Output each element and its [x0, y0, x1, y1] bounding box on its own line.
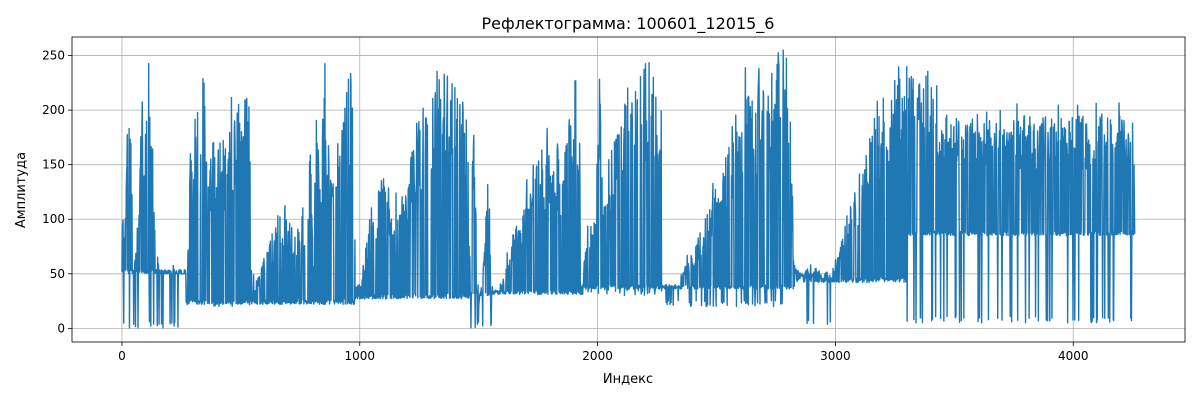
- x-tick-label: 3000: [820, 349, 851, 363]
- y-axis-label: Амплитуда: [14, 152, 29, 228]
- series-line: [121, 49, 1136, 329]
- x-tick-label: 2000: [582, 349, 613, 363]
- axis-ticks: 0 1000 2000 3000 4000 0 50 100 150 200 250: [42, 49, 1088, 363]
- x-tick-label: 1000: [344, 349, 375, 363]
- series-group: [121, 49, 1136, 329]
- x-tick-label: 4000: [1058, 349, 1089, 363]
- plot-frame: [71, 36, 1186, 343]
- x-axis-label: Индекс: [603, 372, 653, 387]
- chart-title: Рефлектограмма: 100601_12015_6: [482, 14, 775, 34]
- y-tick-label: 50: [50, 267, 65, 281]
- y-tick-label: 200: [42, 103, 65, 117]
- x-tick-label: 0: [118, 349, 126, 363]
- y-tick-label: 150: [42, 158, 65, 172]
- y-tick-label: 100: [42, 212, 65, 226]
- y-tick-label: 0: [57, 321, 65, 335]
- y-tick-label: 250: [42, 49, 65, 63]
